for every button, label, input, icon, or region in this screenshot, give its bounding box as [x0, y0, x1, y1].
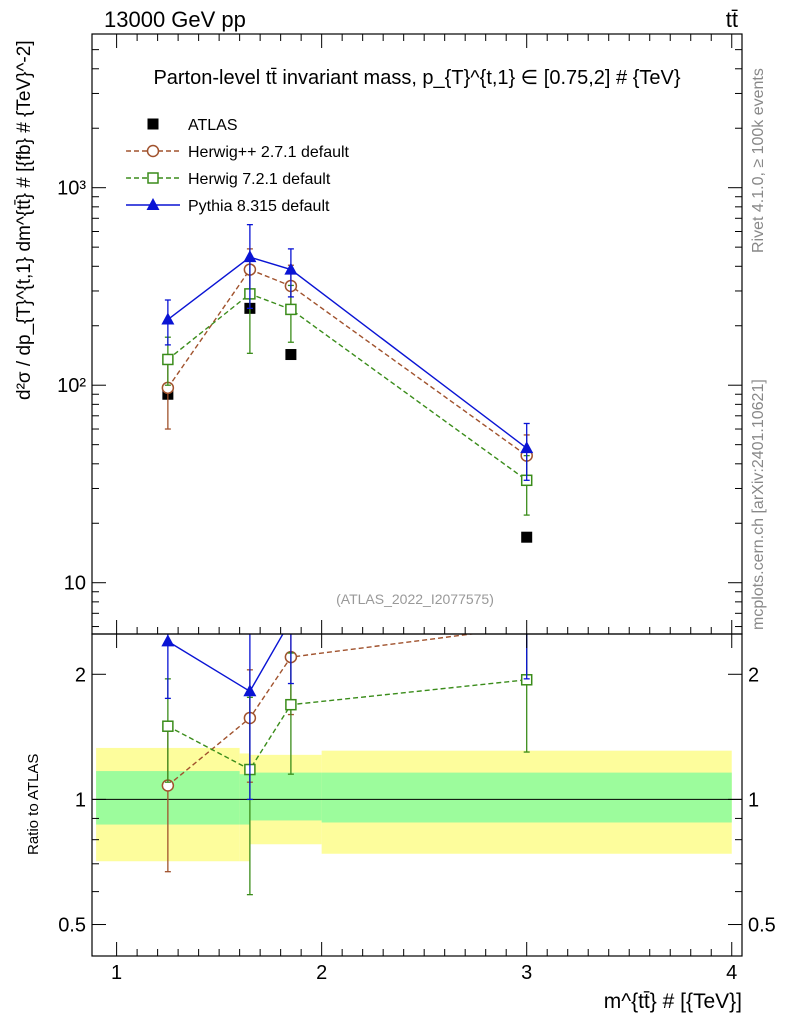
main-series-2 [162, 259, 533, 516]
main-point [243, 250, 257, 263]
main-series-line [167, 268, 528, 457]
main-ticks: 10 10² 10³ [57, 33, 742, 634]
header-energy: 13000 GeV pp [104, 7, 246, 32]
ratio-point [285, 698, 297, 711]
ratio-ytick-label: 1 [75, 789, 86, 811]
main-point [521, 531, 533, 543]
main-point [285, 303, 297, 316]
header-process: tt̄ [726, 7, 738, 32]
mcplots-label: mcplots.cern.ch [arXiv:2401.10621] [750, 379, 767, 630]
legend-label: Pythia 8.315 default [188, 198, 330, 215]
main-point [162, 353, 174, 366]
main-ylabel: d²σ / dp_{T}^{t,1} dm^{tt̄} # [{fb} # {T… [14, 40, 35, 400]
legend-marker [147, 172, 159, 184]
main-point [284, 262, 298, 275]
ratio-ytick-label-right: 1 [748, 789, 759, 811]
ratio-series-line [167, 679, 527, 771]
legend-label: Herwig++ 2.7.1 default [188, 144, 350, 161]
main-series-3 [161, 223, 534, 481]
main-series-line [167, 256, 528, 449]
ratio-ytick-label: 2 [75, 664, 86, 686]
ratio-ticks: 0.5 0.5 1 1 2 2 1 2 3 4 [58, 634, 776, 984]
main-point [161, 312, 175, 325]
ratio-band-inner [249, 772, 322, 821]
main-series-0 [162, 302, 533, 543]
legend-marker [146, 144, 160, 158]
main-ytick-label: 10 [64, 573, 86, 595]
ratio-point [161, 634, 175, 647]
ratio-ytick-label-right: 2 [748, 664, 759, 686]
ratio-bands [96, 747, 732, 862]
watermark: (ATLAS_2022_I2077575) [336, 591, 494, 607]
ratio-ylabel: Ratio to ATLAS [25, 754, 42, 855]
ratio-series [161, 605, 533, 896]
rivet-version-label: Rivet 4.1.0, ≥ 100k events [750, 68, 767, 253]
ratio-ytick-label-right: 0.5 [748, 915, 776, 937]
x-axis-label: m^{tt̄} # [{TeV}] [604, 990, 742, 1013]
main-ytick-label: 10² [57, 375, 86, 397]
legend-label: Herwig 7.2.1 default [188, 171, 331, 188]
ratio-series-line [167, 634, 284, 693]
ratio-plot-frame [91, 633, 743, 957]
legend-marker [147, 118, 159, 130]
main-panel: 10 10² 10³ Parton-level tt̄ invariant mass… [57, 33, 743, 635]
x-tick-label: 2 [316, 962, 327, 984]
main-series-1 [161, 248, 533, 484]
x-tick-label: 1 [111, 962, 122, 984]
ratio-series-2 [161, 605, 533, 801]
main-point [285, 349, 297, 361]
ratio-series-line [167, 634, 477, 787]
x-tick-label: 3 [521, 962, 532, 984]
ratio-point [243, 684, 257, 697]
main-ytick-label: 10³ [57, 178, 86, 200]
ratio-panel: 0.5 0.5 1 1 2 2 1 2 3 4 [58, 605, 776, 984]
main-series-line [167, 293, 528, 481]
legend-marker [146, 198, 160, 210]
ratio-band-inner [321, 772, 732, 823]
main-series [161, 223, 534, 543]
ratio-ytick-label: 0.5 [58, 915, 86, 937]
legend: ATLAS Herwig++ 2.7.1 default Herwig 7.2.1 … [126, 117, 350, 215]
ratio-point [162, 720, 174, 732]
main-title: Parton-level tt̄ invariant mass, p_{T}^{… [153, 67, 680, 89]
legend-label: ATLAS [188, 117, 238, 134]
main-point [520, 441, 534, 454]
ratio-point [284, 613, 297, 625]
x-tick-label: 4 [726, 962, 737, 984]
ratio-point [520, 605, 533, 617]
